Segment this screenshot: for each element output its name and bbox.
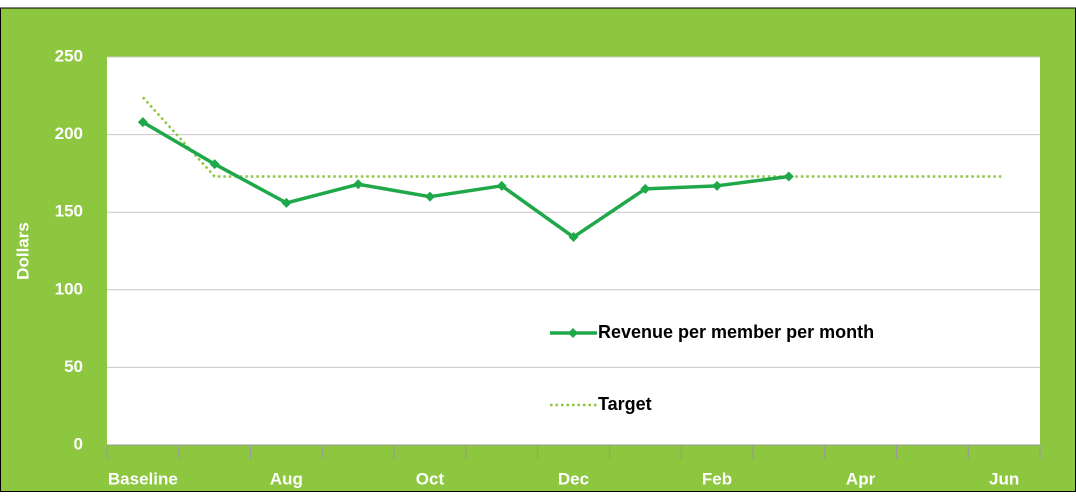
y-tick-label: 250 [55, 46, 83, 65]
marker [568, 232, 579, 243]
marker [209, 159, 220, 170]
marker [496, 180, 507, 191]
marker [424, 191, 435, 202]
x-tick-label: Baseline [108, 469, 178, 488]
y-tick-label: 0 [74, 434, 83, 453]
legend-label: Target [598, 394, 652, 414]
y-tick-label: 200 [55, 124, 83, 143]
y-tick-label: 50 [64, 357, 83, 376]
marker [712, 180, 723, 191]
marker [281, 197, 292, 208]
marker [640, 183, 651, 194]
legend-marker [568, 328, 578, 338]
x-tick-label: Feb [702, 469, 732, 488]
x-tick-label: Oct [416, 469, 445, 488]
x-tick-label: Aug [270, 469, 303, 488]
marker [353, 179, 364, 190]
marker [137, 117, 148, 128]
y-tick-label: 150 [55, 202, 83, 221]
plot-area [107, 57, 1040, 445]
x-tick-label: Jun [989, 469, 1019, 488]
series-line [142, 120, 790, 239]
marker [783, 171, 794, 182]
y-axis-label: Dollars [13, 222, 32, 280]
legend-label: Revenue per member per month [598, 322, 874, 342]
x-tick-label: Dec [558, 469, 589, 488]
x-tick-label: Apr [846, 469, 876, 488]
y-tick-label: 100 [55, 279, 83, 298]
